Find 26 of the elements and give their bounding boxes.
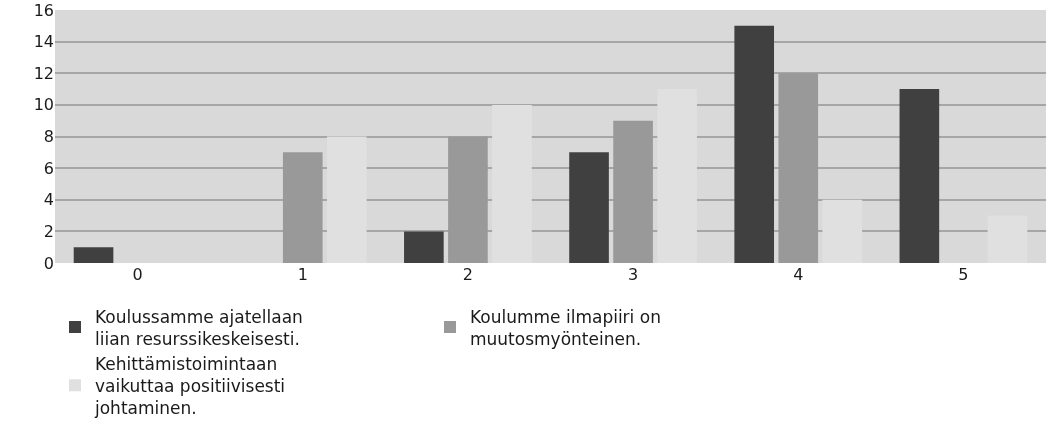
y-tick-label: 16 [33,0,54,20]
y-tick-label: 12 [33,63,54,83]
bar [613,120,653,263]
bar [448,136,488,263]
bar [734,25,775,263]
bar [282,152,323,263]
y-tick-label: 10 [33,95,54,115]
bar [899,89,940,263]
y-tick-label: 2 [43,221,54,241]
x-tick-label: 3 [627,265,639,284]
x-tick-label: 1 [297,265,308,284]
x-tick-label: 0 [132,265,143,284]
bar [73,247,114,263]
bar [569,152,609,263]
y-tick-label: 14 [33,32,54,52]
y-tick-label: 8 [43,127,54,147]
x-tick-label: 4 [793,265,804,284]
y-tick-label: 4 [43,190,54,210]
legend-label: Koulussamme ajatellaan liian resurssikeskeisesti. [95,306,303,349]
legend-label: Koulumme ilmapiiri on muutosmyönteinen. [470,306,661,349]
x-tick-label: 2 [462,265,474,284]
bar [404,231,444,263]
x-tick-label: 5 [958,265,969,284]
legend-label: Kehittämistoimintaan vaikuttaa positiivisesti johtaminen. [94,353,286,418]
bar [778,73,819,263]
y-tick-label: 6 [43,158,54,178]
